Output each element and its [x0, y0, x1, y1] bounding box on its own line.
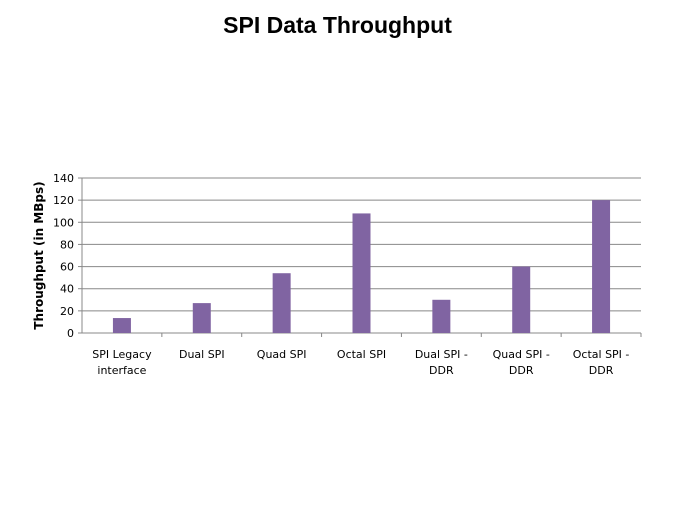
bar: [352, 213, 371, 333]
bar: [192, 303, 211, 333]
y-tick-label: 80: [60, 238, 74, 251]
bar: [512, 266, 531, 333]
chart-title: SPI Data Throughput: [223, 12, 452, 38]
x-tick-label: Dual SPI -DDR: [415, 348, 468, 377]
y-tick-label: 100: [53, 216, 74, 229]
bar: [592, 200, 611, 333]
y-tick-label: 140: [53, 172, 74, 185]
x-tick-label: Octal SPI: [337, 348, 386, 361]
y-tick-label: 60: [60, 261, 74, 274]
x-tick-label: Dual SPI: [179, 348, 225, 361]
bar: [112, 318, 131, 333]
bar: [272, 273, 291, 333]
y-tick-label: 20: [60, 305, 74, 318]
x-tick-label: SPI Legacy interface: [92, 348, 152, 377]
bar: [432, 299, 451, 333]
y-axis-label: Throughput (in MBps): [32, 181, 46, 329]
y-tick-label: 0: [67, 327, 74, 340]
x-tick-label: Octal SPI -DDR: [573, 348, 630, 377]
y-tick-label: 40: [60, 283, 74, 296]
x-tick-label: Quad SPI: [257, 348, 307, 361]
y-tick-label: 120: [53, 194, 74, 207]
x-tick-label: Quad SPI -DDR: [493, 348, 550, 377]
